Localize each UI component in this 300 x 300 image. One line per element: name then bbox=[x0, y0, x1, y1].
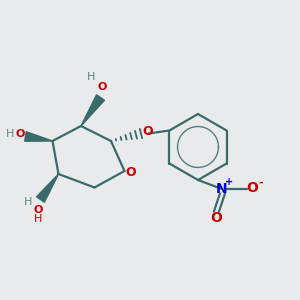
Text: H: H bbox=[6, 129, 14, 139]
Polygon shape bbox=[81, 95, 104, 126]
Text: O: O bbox=[210, 211, 222, 224]
Text: O: O bbox=[97, 82, 107, 92]
Text: H: H bbox=[34, 214, 42, 224]
Text: O: O bbox=[247, 182, 259, 195]
Text: H: H bbox=[87, 73, 96, 82]
Text: H: H bbox=[24, 197, 33, 207]
Text: -: - bbox=[258, 177, 263, 188]
Polygon shape bbox=[25, 132, 52, 141]
Text: O: O bbox=[126, 166, 136, 179]
Text: O: O bbox=[15, 129, 25, 139]
Text: O: O bbox=[142, 124, 153, 138]
Text: N: N bbox=[216, 182, 228, 196]
Text: O: O bbox=[33, 205, 43, 215]
Text: +: + bbox=[225, 177, 234, 188]
Polygon shape bbox=[37, 174, 58, 202]
